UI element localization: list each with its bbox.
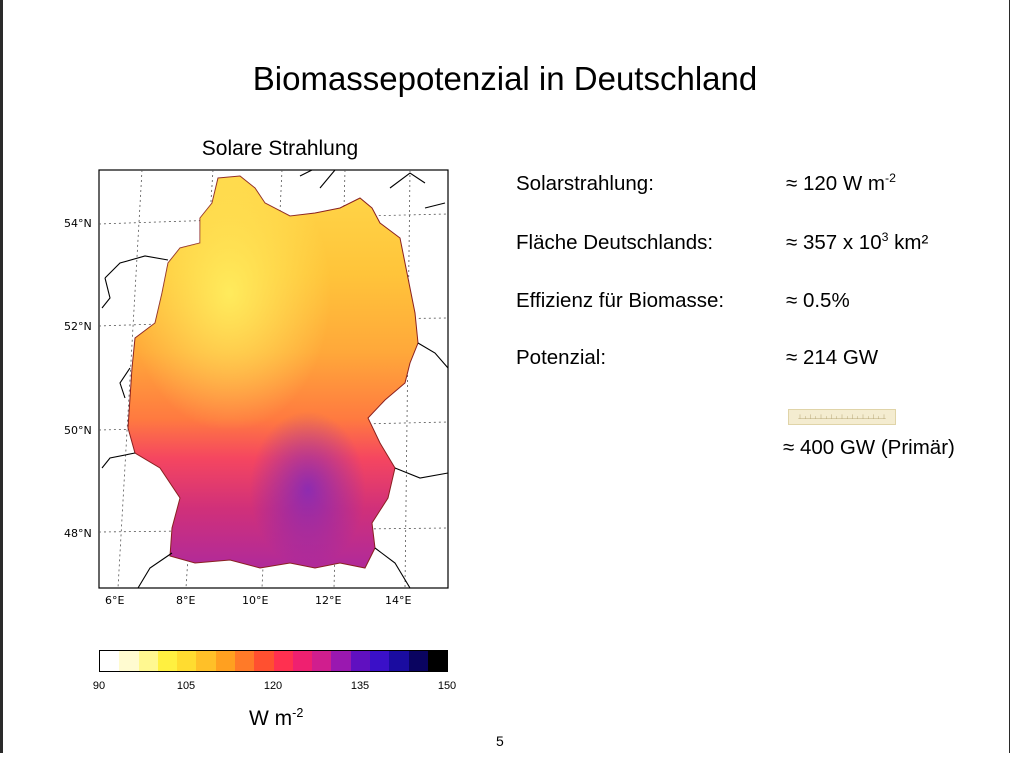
fact-value-exp: 3	[881, 230, 889, 245]
page-number: 5	[496, 733, 504, 749]
fact-label: Potenzial:	[516, 346, 607, 369]
colorbar-segment	[312, 651, 332, 671]
colorbar	[99, 650, 448, 672]
colorbar-tick-90: 90	[92, 680, 106, 692]
lon-label-14: 14°E	[385, 594, 411, 607]
colorbar-segment	[427, 651, 448, 671]
map-title: Solare Strahlung	[201, 137, 359, 160]
lon-label-8: 8°E	[176, 594, 195, 607]
colorbar-segment	[119, 651, 139, 671]
slide-title: Biomassepotenzial in Deutschland	[252, 60, 758, 97]
neighbor-borders	[101, 169, 449, 589]
fact-value: ≈ 357 x 103 km²	[786, 231, 928, 255]
colorbar-segment	[157, 651, 178, 671]
colorbar-segment	[177, 651, 197, 671]
fact-label: Fläche Deutschlands:	[516, 231, 714, 254]
lat-label-52: 52°N	[64, 320, 92, 333]
colorbar-segment	[292, 651, 313, 671]
colorbar-segment	[389, 651, 409, 671]
colorbar-segment	[215, 651, 235, 671]
colorbar-segment	[100, 651, 120, 671]
colorbar-unit-main: W m	[249, 707, 293, 730]
lon-label-10: 10°E	[242, 594, 268, 607]
ruler-image	[788, 409, 896, 425]
lon-label-6: 6°E	[105, 594, 124, 607]
colorbar-segment	[138, 651, 158, 671]
colorbar-segment	[196, 651, 216, 671]
lat-label-48: 48°N	[64, 527, 92, 540]
lon-label-12: 12°E	[315, 594, 341, 607]
fact-value: ≈ 120 W m-2	[786, 172, 896, 196]
fact-value-main: ≈ 120 W m	[786, 172, 885, 195]
colorbar-tick-120: 120	[263, 680, 283, 692]
colorbar-tick-105: 105	[176, 680, 196, 692]
colorbar-unit: W m-2	[249, 707, 303, 731]
primary-energy: ≈ 400 GW (Primär)	[783, 436, 955, 459]
colorbar-unit-exp: -2	[292, 706, 304, 720]
colorbar-segment	[408, 651, 428, 671]
fact-value: ≈ 0.5%	[786, 289, 850, 312]
lat-label-54: 54°N	[64, 217, 92, 230]
colorbar-segment	[369, 651, 390, 671]
fact-label: Effizienz für Biomasse:	[516, 289, 725, 312]
colorbar-segment	[331, 651, 351, 671]
fact-value: ≈ 214 GW	[786, 346, 879, 369]
germany-radiation-map: 54°N 52°N 50°N 48°N 6°E 8°E 10°E 12°E 14…	[64, 169, 449, 607]
fact-value-suffix: km²	[888, 231, 929, 254]
colorbar-segment	[350, 651, 370, 671]
fact-value-exp: -2	[884, 171, 896, 186]
colorbar-tick-135: 135	[350, 680, 370, 692]
colorbar-tick-150: 150	[437, 680, 457, 692]
lat-label-50: 50°N	[64, 424, 92, 437]
fact-label: Solarstrahlung:	[516, 172, 654, 195]
fact-value-main: ≈ 357 x 10	[786, 231, 882, 254]
colorbar-segment	[273, 651, 293, 671]
colorbar-segment	[254, 651, 274, 671]
colorbar-segment	[234, 651, 255, 671]
germany-shape	[127, 175, 419, 569]
